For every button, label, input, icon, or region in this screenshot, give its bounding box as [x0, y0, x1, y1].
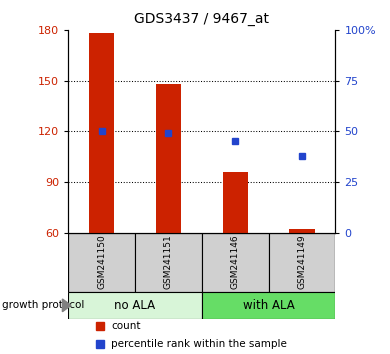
Bar: [89, 34, 114, 233]
Bar: [289, 229, 315, 233]
Bar: [68, 233, 135, 292]
Bar: [68, 292, 202, 319]
Text: GSM241149: GSM241149: [298, 235, 307, 289]
Text: GSM241150: GSM241150: [97, 235, 106, 290]
Bar: [156, 84, 181, 233]
Title: GDS3437 / 9467_at: GDS3437 / 9467_at: [134, 12, 269, 26]
Bar: [269, 233, 335, 292]
Text: no ALA: no ALA: [115, 299, 156, 312]
Text: GSM241151: GSM241151: [164, 235, 173, 290]
Bar: [202, 292, 335, 319]
Bar: [202, 233, 269, 292]
Text: percentile rank within the sample: percentile rank within the sample: [111, 338, 287, 349]
Bar: [135, 233, 202, 292]
Text: GSM241146: GSM241146: [231, 235, 240, 289]
Text: growth protocol: growth protocol: [2, 300, 84, 310]
Text: with ALA: with ALA: [243, 299, 294, 312]
Text: count: count: [111, 321, 140, 331]
Bar: [223, 172, 248, 233]
